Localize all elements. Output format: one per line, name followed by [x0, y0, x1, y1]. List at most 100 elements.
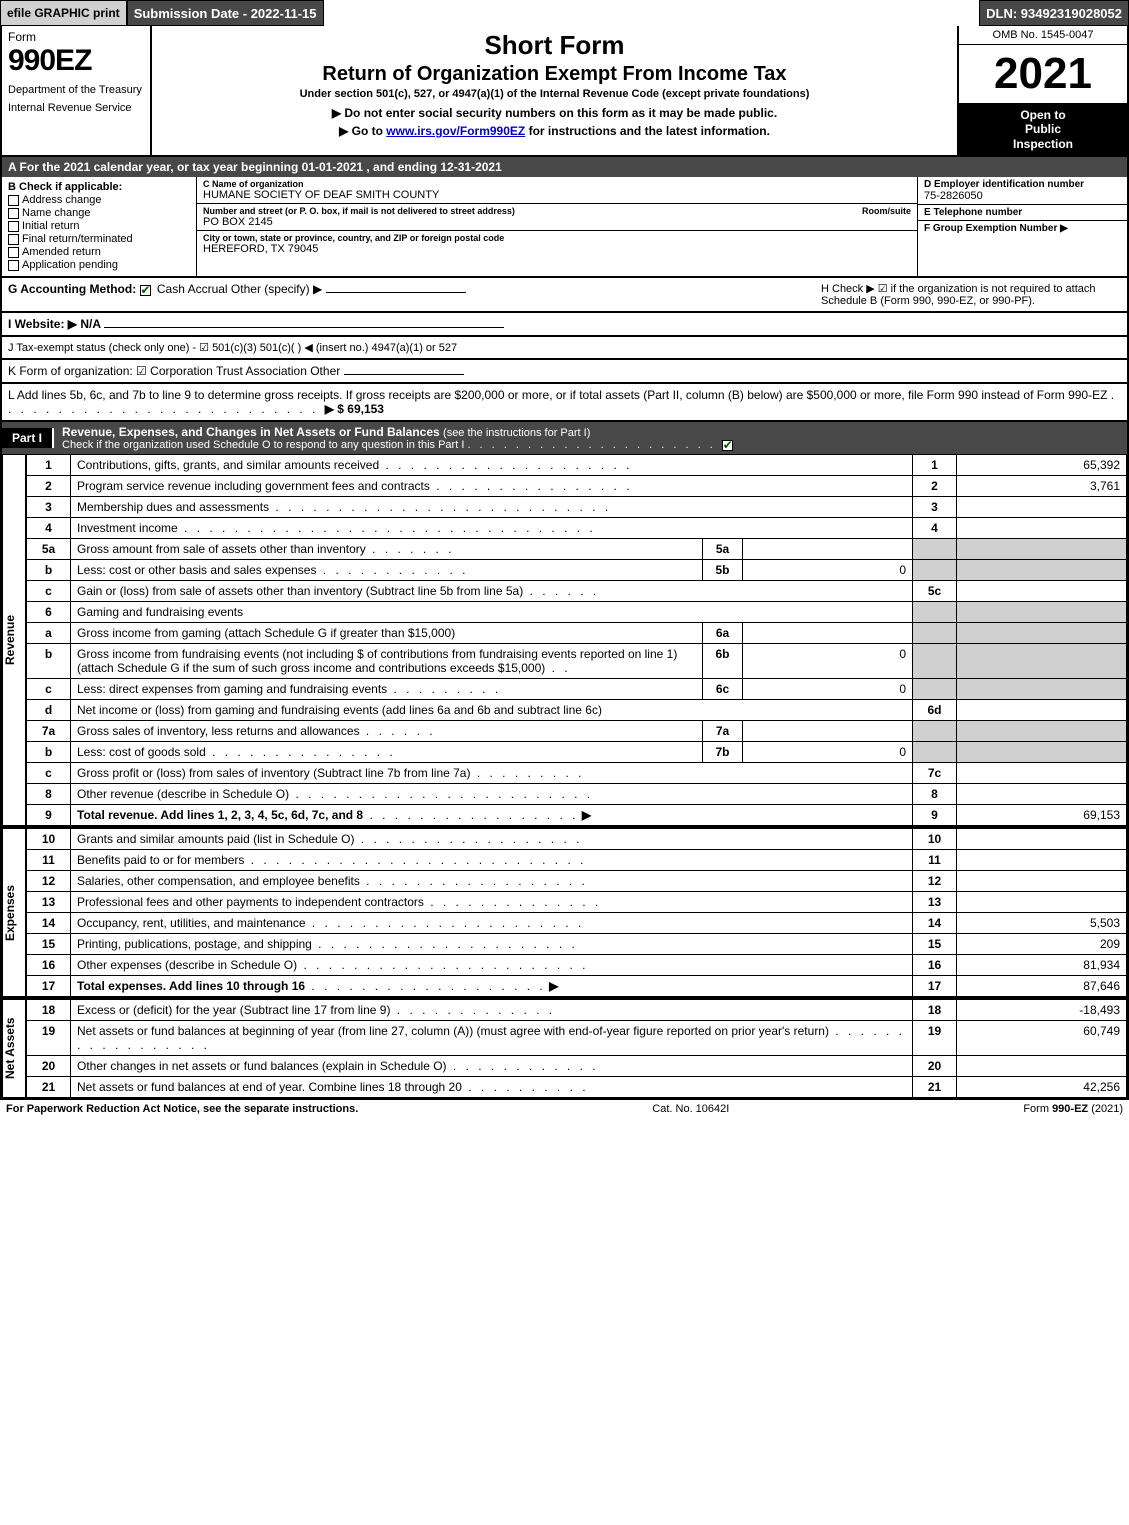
other-specify-input[interactable] [326, 292, 466, 293]
revenue-vlabel: Revenue [2, 454, 26, 826]
net-assets-table: 18Excess or (deficit) for the year (Subt… [26, 999, 1127, 1098]
phone-box: E Telephone number [918, 204, 1127, 220]
instruction-ssn: ▶ Do not enter social security numbers o… [160, 106, 949, 120]
tax-year: 2021 [959, 45, 1127, 104]
part1-title: Revenue, Expenses, and Changes in Net As… [54, 422, 744, 454]
address-box: Number and street (or P. O. box, if mail… [197, 204, 917, 231]
table-row: 2Program service revenue including gover… [27, 476, 1127, 497]
check-amended[interactable]: Amended return [8, 246, 190, 258]
table-row: bLess: cost or other basis and sales exp… [27, 560, 1127, 581]
expenses-table: 10Grants and similar amounts paid (list … [26, 828, 1127, 997]
check-application-pending[interactable]: Application pending [8, 259, 190, 271]
cat-no: Cat. No. 10642I [652, 1103, 729, 1115]
col-c: C Name of organization HUMANE SOCIETY OF… [197, 177, 917, 276]
section-j: J Tax-exempt status (check only one) - ☑… [0, 337, 1129, 360]
form-ref: Form 990-EZ (2021) [1023, 1103, 1123, 1115]
group-exemption-box: F Group Exemption Number ▶ [918, 220, 1127, 236]
room-label: Room/suite [862, 206, 911, 216]
part1-tab: Part I [2, 428, 54, 448]
header-mid: Short Form Return of Organization Exempt… [152, 26, 957, 155]
header-left: Form 990EZ Department of the Treasury In… [2, 26, 152, 155]
table-row: 7aGross sales of inventory, less returns… [27, 721, 1127, 742]
form-header: Form 990EZ Department of the Treasury In… [0, 26, 1129, 157]
section-k: K Form of organization: ☑ Corporation Tr… [0, 360, 1129, 384]
table-row: 17Total expenses. Add lines 10 through 1… [27, 976, 1127, 997]
city-label: City or town, state or province, country… [203, 233, 911, 243]
d-label: D Employer identification number [924, 179, 1121, 190]
col-b: B Check if applicable: Address change Na… [2, 177, 197, 276]
expenses-section: Expenses 10Grants and similar amounts pa… [0, 828, 1129, 999]
table-row: cGain or (loss) from sale of assets othe… [27, 581, 1127, 602]
top-bar: efile GRAPHIC print Submission Date - 20… [0, 0, 1129, 26]
k-line: K Form of organization: ☑ Corporation Tr… [8, 364, 340, 378]
table-row: bLess: cost of goods sold . . . . . . . … [27, 742, 1127, 763]
org-name: HUMANE SOCIETY OF DEAF SMITH COUNTY [203, 189, 911, 201]
city-value: HEREFORD, TX 79045 [203, 243, 911, 255]
f-label: F Group Exemption Number ▶ [924, 223, 1121, 234]
col-def: D Employer identification number 75-2826… [917, 177, 1127, 276]
inspection: Inspection [963, 137, 1123, 151]
g-opts: Cash Accrual Other (specify) ▶ [157, 282, 322, 296]
instruction-goto: ▶ Go to www.irs.gov/Form990EZ for instru… [160, 124, 949, 138]
form-number: 990EZ [8, 44, 144, 78]
part1-sub: Check if the organization used Schedule … [62, 439, 736, 451]
table-row: 12Salaries, other compensation, and empl… [27, 871, 1127, 892]
dept-irs: Internal Revenue Service [8, 102, 144, 114]
address-value: PO BOX 2145 [203, 216, 911, 228]
revenue-section: Revenue 1Contributions, gifts, grants, a… [0, 454, 1129, 828]
inst2-post: for instructions and the latest informat… [525, 124, 770, 138]
g-label: G Accounting Method: [8, 282, 136, 296]
table-row: 4Investment income . . . . . . . . . . .… [27, 518, 1127, 539]
ein-box: D Employer identification number 75-2826… [918, 177, 1127, 204]
check-initial-return[interactable]: Initial return [8, 220, 190, 232]
check-final-return[interactable]: Final return/terminated [8, 233, 190, 245]
revenue-table: 1Contributions, gifts, grants, and simil… [26, 454, 1127, 826]
city-box: City or town, state or province, country… [197, 231, 917, 257]
check-cash[interactable] [140, 285, 151, 296]
h-box: H Check ▶ ☑ if the organization is not r… [821, 282, 1121, 307]
efile-print-button[interactable]: efile GRAPHIC print [0, 0, 127, 26]
part1-header: Part I Revenue, Expenses, and Changes in… [0, 422, 1129, 454]
website-input[interactable] [104, 327, 504, 328]
addr-label: Number and street (or P. O. box, if mail… [203, 206, 911, 216]
j-line: J Tax-exempt status (check only one) - ☑… [8, 342, 457, 354]
open-to: Open to [963, 108, 1123, 122]
table-row: 6Gaming and fundraising events [27, 602, 1127, 623]
ein-value: 75-2826050 [924, 190, 1121, 202]
table-row: cGross profit or (loss) from sales of in… [27, 763, 1127, 784]
table-row: 14Occupancy, rent, utilities, and mainte… [27, 913, 1127, 934]
check-address-change[interactable]: Address change [8, 194, 190, 206]
inst2-pre: ▶ Go to [339, 124, 386, 138]
form-word: Form [8, 30, 144, 44]
table-row: 18Excess or (deficit) for the year (Subt… [27, 1000, 1127, 1021]
l-text: L Add lines 5b, 6c, and 7b to line 9 to … [8, 388, 1107, 402]
public: Public [963, 122, 1123, 136]
table-row: 11Benefits paid to or for members . . . … [27, 850, 1127, 871]
header-right: OMB No. 1545-0047 2021 Open to Public In… [957, 26, 1127, 155]
c-label: C Name of organization [203, 179, 911, 189]
table-row: dNet income or (loss) from gaming and fu… [27, 700, 1127, 721]
irs-link[interactable]: www.irs.gov/Form990EZ [386, 124, 525, 138]
col-b-head: B Check if applicable: [8, 181, 190, 193]
net-assets-section: Net Assets 18Excess or (deficit) for the… [0, 999, 1129, 1100]
table-row: 9Total revenue. Add lines 1, 2, 3, 4, 5c… [27, 805, 1127, 826]
table-row: 15Printing, publications, postage, and s… [27, 934, 1127, 955]
check-schedule-o[interactable] [722, 440, 733, 451]
check-name-change[interactable]: Name change [8, 207, 190, 219]
i-website: I Website: ▶ N/A [8, 317, 101, 331]
page-footer: For Paperwork Reduction Act Notice, see … [0, 1100, 1129, 1118]
k-other-input[interactable] [344, 374, 464, 375]
table-row: 19Net assets or fund balances at beginni… [27, 1021, 1127, 1056]
table-row: bGross income from fundraising events (n… [27, 644, 1127, 679]
net-assets-vlabel: Net Assets [2, 999, 26, 1098]
header-subtitle: Under section 501(c), 527, or 4947(a)(1)… [160, 88, 949, 100]
section-gh: G Accounting Method: Cash Accrual Other … [0, 278, 1129, 313]
table-row: cLess: direct expenses from gaming and f… [27, 679, 1127, 700]
org-name-box: C Name of organization HUMANE SOCIETY OF… [197, 177, 917, 204]
table-row: 8Other revenue (describe in Schedule O) … [27, 784, 1127, 805]
e-label: E Telephone number [924, 207, 1121, 218]
dln-label: DLN: 93492319028052 [979, 0, 1129, 26]
section-bcd: B Check if applicable: Address change Na… [0, 177, 1129, 278]
paperwork-notice: For Paperwork Reduction Act Notice, see … [6, 1103, 358, 1115]
short-form-title: Short Form [160, 30, 949, 61]
